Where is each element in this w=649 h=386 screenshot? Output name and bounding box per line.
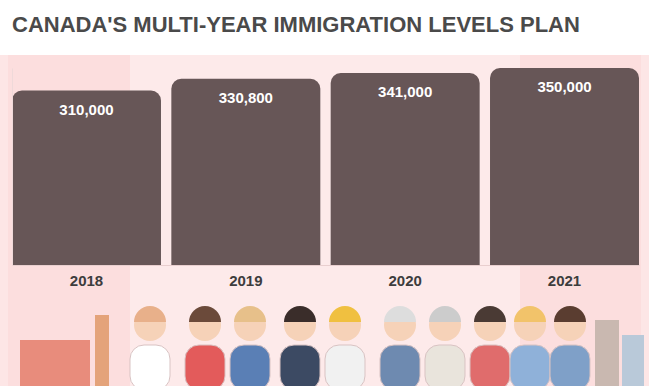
x-tick: 2020 bbox=[388, 265, 421, 289]
bar bbox=[331, 73, 480, 265]
person-hair bbox=[329, 306, 361, 322]
person-icon bbox=[470, 306, 510, 386]
building bbox=[20, 340, 90, 386]
person-hair bbox=[284, 306, 316, 322]
person-body bbox=[380, 345, 420, 386]
data-label: 350,000 bbox=[537, 78, 591, 95]
person-icon bbox=[550, 306, 590, 386]
x-tick: 2019 bbox=[229, 265, 262, 289]
person-icon bbox=[230, 306, 270, 386]
bars bbox=[12, 68, 639, 265]
x-tick-label: 2020 bbox=[388, 272, 421, 289]
person-hair bbox=[474, 306, 506, 322]
person-hair bbox=[384, 306, 416, 322]
person-hair bbox=[554, 306, 586, 322]
building bbox=[622, 335, 644, 386]
person-hair bbox=[429, 306, 461, 322]
person-hair bbox=[134, 306, 166, 322]
x-tick-label: 2018 bbox=[70, 272, 103, 289]
person-body bbox=[280, 345, 320, 386]
decoration bbox=[0, 55, 649, 386]
person-body bbox=[185, 345, 225, 386]
person-icon bbox=[510, 306, 550, 386]
person-body bbox=[470, 345, 510, 386]
person-body bbox=[550, 345, 590, 386]
title: CANADA'S MULTI-YEAR IMMIGRATION LEVELS P… bbox=[12, 12, 580, 37]
building bbox=[95, 315, 109, 386]
person-body bbox=[230, 345, 270, 386]
building bbox=[595, 320, 619, 386]
person-hair bbox=[189, 306, 221, 322]
person-icon bbox=[280, 306, 320, 386]
bar bbox=[12, 91, 161, 265]
person-body bbox=[130, 345, 170, 386]
x-tick: 2021 bbox=[548, 265, 581, 289]
x-tick-label: 2021 bbox=[548, 272, 581, 289]
x-axis-line bbox=[13, 265, 640, 266]
person-icon bbox=[325, 306, 365, 386]
x-tick-label: 2019 bbox=[229, 272, 262, 289]
y-axis bbox=[12, 69, 13, 266]
x-axis: 2018 2019 2020 2021 bbox=[13, 265, 640, 289]
person-body bbox=[425, 345, 465, 386]
data-label: 310,000 bbox=[59, 101, 113, 118]
data-label: 330,800 bbox=[219, 89, 273, 106]
bar bbox=[490, 68, 639, 265]
person-hair bbox=[514, 306, 546, 322]
person-icon bbox=[425, 306, 465, 386]
chart: CANADA'S MULTI-YEAR IMMIGRATION LEVELS P… bbox=[0, 0, 649, 386]
person-body bbox=[510, 345, 550, 386]
person-icon bbox=[130, 306, 170, 386]
person-hair bbox=[234, 306, 266, 322]
person-icon bbox=[185, 306, 225, 386]
person-icon bbox=[380, 306, 420, 386]
data-labels: 310,000 330,800 341,000 350,000 bbox=[59, 78, 591, 118]
data-label: 341,000 bbox=[378, 83, 432, 100]
bar bbox=[171, 79, 320, 265]
y-axis-line bbox=[12, 69, 13, 266]
person-body bbox=[325, 345, 365, 386]
x-tick: 2018 bbox=[70, 265, 103, 289]
